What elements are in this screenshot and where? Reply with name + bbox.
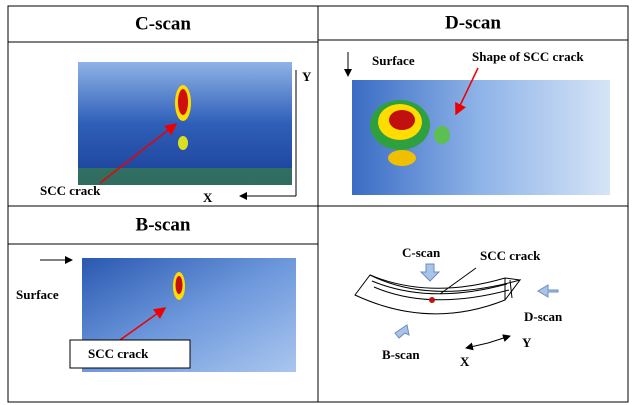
label: Shape of SCC crack [472,49,584,64]
axis-label: Y [522,335,532,350]
crack-indication [176,276,183,294]
label: SCC crack [480,248,541,263]
label: SCC crack [88,346,149,361]
label: Surface [16,287,59,302]
c-scan-image [78,62,292,185]
panel-title: C-scan [135,13,191,34]
crack-indication [178,89,188,115]
crack-indication [388,150,416,166]
label: SCC crack [40,183,101,198]
figure: C-scan D-scan B-scan SCC crack Y X Surfa… [0,0,632,405]
axis [466,343,488,348]
c-scan-image [78,168,292,185]
crack-point [429,297,435,303]
crack-indication [434,126,450,144]
pipe-schematic [355,275,520,314]
label: B-scan [382,347,420,362]
axis-label: X [460,354,470,369]
label: D-scan [524,309,563,324]
axis [488,336,510,343]
axis-label: Y [302,69,312,84]
label: Surface [372,53,415,68]
direction-arrow [421,264,439,281]
direction-arrow [538,285,558,297]
panel-title: D-scan [445,12,501,33]
label: C-scan [402,245,441,260]
direction-arrow [395,325,409,338]
crack-indication [178,136,188,150]
panel-title: B-scan [136,214,191,235]
axis-label: X [203,190,213,205]
crack-indication [389,110,415,130]
